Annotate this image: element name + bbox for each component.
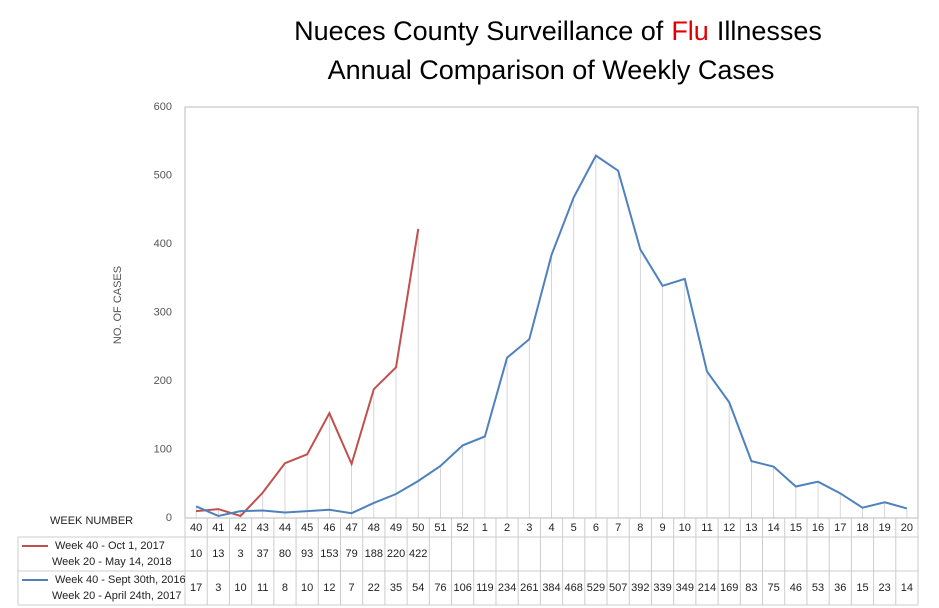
- legend-label: Week 40 - Oct 1, 2017: [55, 540, 165, 552]
- table-value: 3: [237, 548, 243, 560]
- y-tick-label: 500: [154, 169, 172, 181]
- table-value: 75: [767, 582, 779, 594]
- table-value: 507: [609, 582, 627, 594]
- x-tick-label: 41: [212, 522, 224, 534]
- x-tick-label: 12: [723, 522, 735, 534]
- series-line: [195, 154, 908, 517]
- table-value: 468: [565, 582, 583, 594]
- x-tick-label: 52: [457, 522, 469, 534]
- x-tick-label: 9: [659, 522, 665, 534]
- x-tick-label: 10: [679, 522, 691, 534]
- table-value: 349: [676, 582, 694, 594]
- x-tick-label: 40: [190, 522, 202, 534]
- table-value: 46: [790, 582, 802, 594]
- x-tick-label: 5: [571, 522, 577, 534]
- x-tick-label: 50: [412, 522, 424, 534]
- table-value: 80: [279, 548, 291, 560]
- table-value: 13: [212, 548, 224, 560]
- x-tick-label: 3: [526, 522, 532, 534]
- x-tick-label: 20: [901, 522, 913, 534]
- table-value: 3: [215, 582, 221, 594]
- table-value: 12: [323, 582, 335, 594]
- x-tick-label: 45: [301, 522, 313, 534]
- table-value: 234: [498, 582, 516, 594]
- chart-title: Nueces County Surveillance of Flu Illnesse…: [294, 16, 822, 46]
- x-tick-label: 46: [323, 522, 335, 534]
- y-axis-label: NO. OF CASES: [112, 266, 124, 344]
- table-value: 23: [879, 582, 891, 594]
- x-tick-label: 4: [548, 522, 554, 534]
- table-value: 188: [365, 548, 383, 560]
- table-value: 15: [856, 582, 868, 594]
- table-value: 76: [434, 582, 446, 594]
- table-value: 153: [320, 548, 338, 560]
- y-tick-label: 200: [154, 375, 172, 387]
- y-tick-label: 300: [154, 306, 172, 318]
- legend-label: Week 40 - Sept 30th, 2016: [55, 574, 186, 586]
- table-value: 10: [234, 582, 246, 594]
- x-tick-label: 7: [615, 522, 621, 534]
- table-value: 79: [345, 548, 357, 560]
- table-value: 339: [653, 582, 671, 594]
- x-tick-label: 1: [482, 522, 488, 534]
- y-tick-label: 400: [154, 238, 172, 250]
- title-part: Illnesses: [717, 16, 822, 46]
- legend-label: Week 20 - May 14, 2018: [52, 556, 172, 568]
- table-header: WEEK NUMBER: [50, 515, 133, 527]
- y-tick-label: 600: [154, 101, 172, 113]
- x-tick-label: 6: [593, 522, 599, 534]
- table-value: 422: [409, 548, 427, 560]
- table-value: 83: [745, 582, 757, 594]
- y-tick-label: 0: [166, 512, 172, 524]
- x-tick-label: 47: [345, 522, 357, 534]
- x-tick-label: 51: [434, 522, 446, 534]
- table-value: 8: [282, 582, 288, 594]
- table-value: 53: [812, 582, 824, 594]
- x-tick-label: 17: [834, 522, 846, 534]
- table-value: 220: [387, 548, 405, 560]
- table-value: 10: [301, 582, 313, 594]
- y-tick-label: 100: [154, 443, 172, 455]
- x-tick-label: 11: [701, 522, 712, 534]
- x-tick-label: 44: [279, 522, 291, 534]
- table-value: 35: [390, 582, 402, 594]
- table-value: 11: [257, 582, 268, 594]
- x-tick-label: 42: [234, 522, 246, 534]
- x-tick-label: 43: [257, 522, 269, 534]
- table-value: 106: [453, 582, 471, 594]
- table-value: 119: [476, 582, 494, 594]
- table-value: 529: [587, 582, 605, 594]
- legend-label: Week 20 - April 24th, 2017: [52, 590, 181, 602]
- x-tick-label: 2: [504, 522, 510, 534]
- table-value: 384: [542, 582, 560, 594]
- title-part: Nueces County Surveillance of: [294, 16, 664, 46]
- x-tick-label: 15: [790, 522, 802, 534]
- title-highlight: Flu: [671, 16, 709, 46]
- chart-subtitle: Annual Comparison of Weekly Cases: [328, 55, 775, 85]
- table-value: 392: [631, 582, 649, 594]
- x-tick-label: 49: [390, 522, 402, 534]
- x-tick-label: 19: [879, 522, 891, 534]
- table-value: 36: [834, 582, 846, 594]
- table-value: 22: [368, 582, 380, 594]
- x-tick-label: 16: [812, 522, 824, 534]
- x-tick-label: 8: [637, 522, 643, 534]
- table-value: 14: [901, 582, 913, 594]
- table-value: 214: [698, 582, 716, 594]
- table-value: 261: [520, 582, 538, 594]
- x-tick-label: 14: [767, 522, 779, 534]
- table-value: 37: [257, 548, 269, 560]
- table-value: 7: [349, 582, 355, 594]
- x-tick-label: 18: [856, 522, 868, 534]
- x-tick-label: 13: [745, 522, 757, 534]
- table-value: 17: [190, 582, 202, 594]
- table-value: 93: [301, 548, 313, 560]
- table-value: 10: [190, 548, 202, 560]
- table-value: 169: [720, 582, 738, 594]
- x-tick-label: 48: [368, 522, 380, 534]
- table-value: 54: [412, 582, 424, 594]
